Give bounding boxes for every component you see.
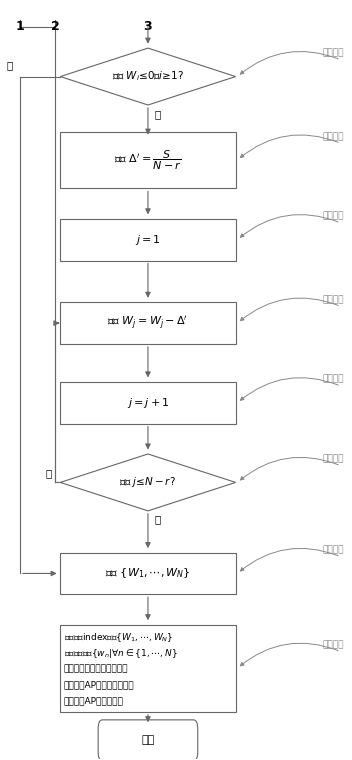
- Text: 是: 是: [45, 468, 51, 478]
- Text: $j = 1$: $j = 1$: [135, 233, 161, 247]
- Text: 步骤十三: 步骤十三: [323, 212, 344, 220]
- Text: 计算 $\Delta' = \dfrac{S}{N-r}$: 计算 $\Delta' = \dfrac{S}{N-r}$: [114, 148, 182, 172]
- Text: 否: 否: [7, 61, 13, 71]
- Text: 值存入相应的$\{w_n|\forall n \in \{1, \cdots, N\}$: 值存入相应的$\{w_n|\forall n \in \{1, \cdots, …: [64, 647, 177, 660]
- FancyBboxPatch shape: [98, 720, 198, 760]
- Text: 获得最优AP布置方式。: 获得最优AP布置方式。: [64, 696, 124, 705]
- Text: 步骤十二: 步骤十二: [323, 132, 344, 141]
- Text: 中，得到最终分配后的权重: 中，得到最终分配后的权重: [64, 664, 128, 673]
- Text: 步骤十四: 步骤十四: [323, 295, 344, 304]
- Text: 判断 $j ≤ N-r$?: 判断 $j ≤ N-r$?: [119, 476, 176, 489]
- Text: 步骤十五: 步骤十五: [323, 375, 344, 384]
- FancyBboxPatch shape: [60, 625, 235, 712]
- Text: 对照序列index，把$\{W_1, \cdots, W_N\}$: 对照序列index，把$\{W_1, \cdots, W_N\}$: [64, 631, 173, 644]
- Text: 判断 $W_i ≤ 0$且$i ≥ 1$?: 判断 $W_i ≤ 0$且$i ≥ 1$?: [112, 70, 184, 84]
- Polygon shape: [60, 48, 235, 105]
- Text: 1: 1: [15, 20, 24, 33]
- FancyBboxPatch shape: [60, 219, 235, 261]
- Text: 结束: 结束: [141, 736, 155, 746]
- Text: 否: 否: [155, 109, 161, 119]
- Text: 2: 2: [51, 20, 59, 33]
- Polygon shape: [60, 454, 235, 511]
- Text: $j = j+1$: $j = j+1$: [127, 396, 169, 410]
- Text: 步骤十八: 步骤十八: [323, 641, 344, 649]
- Text: 步骤十六: 步骤十六: [323, 454, 344, 464]
- Text: 否: 否: [155, 515, 161, 524]
- Text: 步骤十一: 步骤十一: [323, 49, 344, 58]
- FancyBboxPatch shape: [60, 382, 235, 423]
- Text: 返回 $\{W_1, \cdots, W_N\}$: 返回 $\{W_1, \cdots, W_N\}$: [105, 566, 191, 581]
- Text: 计算 $W_j = W_j - \Delta'$: 计算 $W_j = W_j - \Delta'$: [107, 315, 188, 332]
- FancyBboxPatch shape: [60, 553, 235, 594]
- FancyBboxPatch shape: [60, 131, 235, 188]
- Text: 步骤十七: 步骤十七: [323, 546, 344, 555]
- Text: 后，根据AP总个数按照权重: 后，根据AP总个数按照权重: [64, 680, 134, 689]
- Text: 3: 3: [144, 20, 152, 33]
- FancyBboxPatch shape: [60, 302, 235, 344]
